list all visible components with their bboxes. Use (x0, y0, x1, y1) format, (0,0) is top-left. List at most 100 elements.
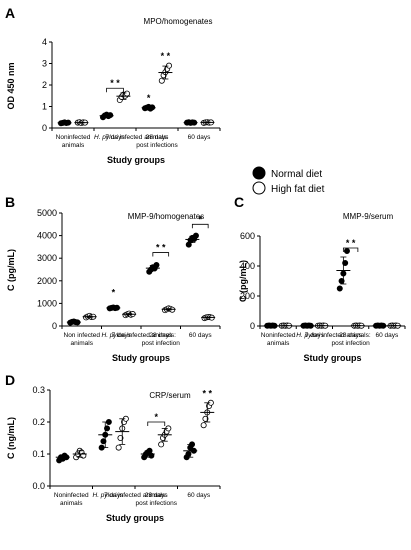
significance-stars: * (112, 287, 116, 297)
x-group-label: 7 days (104, 492, 124, 499)
x-group-label: animals (267, 340, 290, 347)
x-caption: H. pylori infected animals: (93, 492, 168, 499)
y-tick-label: 0 (250, 321, 255, 331)
significance-stars: * * (110, 78, 120, 88)
x-axis-label: Study groups (106, 513, 164, 523)
y-tick-label: 400 (240, 261, 255, 271)
legend-highfat-marker (252, 181, 266, 195)
y-tick-label: 2000 (37, 276, 57, 286)
x-group-label: 60 days (189, 332, 213, 339)
y-tick-label: 0.0 (32, 481, 45, 491)
data-point (336, 285, 343, 292)
data-point (158, 77, 165, 84)
x-group-label: 60 days (187, 492, 211, 499)
significance-bracket (152, 252, 170, 257)
x-axis-label: Study groups (304, 353, 362, 363)
y-tick-label: 1 (42, 102, 47, 112)
y-tick-label: 3 (42, 59, 47, 69)
x-axis-label: Study groups (112, 353, 170, 363)
data-point (124, 90, 131, 97)
panel-letter-a: A (5, 5, 15, 21)
data-point (202, 415, 209, 422)
x-group-label: animals (62, 142, 85, 149)
x-caption-line2: post infections (136, 142, 178, 149)
y-tick-label: 0 (52, 321, 57, 331)
data-point (165, 62, 172, 69)
x-group-label: 28 days (149, 332, 173, 339)
y-tick-label: 0.1 (32, 449, 45, 459)
data-point (107, 112, 114, 119)
panel-letter-b: B (5, 194, 15, 210)
data-point (117, 434, 124, 441)
y-tick-label: 600 (240, 231, 255, 241)
panel-letter-d: D (5, 372, 15, 388)
x-group-label: 7 days (305, 332, 325, 339)
data-point (342, 259, 349, 266)
significance-stars: * * (346, 238, 356, 248)
y-axis-label: C (pg/mL) (238, 260, 248, 302)
significance-stars: * * (202, 388, 212, 398)
chart-title: CRP/serum (149, 391, 191, 400)
data-point (343, 247, 350, 254)
y-tick-label: 0 (42, 123, 47, 133)
x-group-label: 28 days (145, 492, 169, 499)
significance-stars: * * (156, 243, 166, 253)
y-tick-label: 1000 (37, 298, 57, 308)
x-group-label: animals (71, 340, 94, 347)
x-caption-line2: post infection (331, 340, 370, 347)
chart-title: MPO/homogenates (144, 17, 213, 26)
y-tick-label: 4000 (37, 231, 57, 241)
panel-mpo-homogenates: MPO/homogenates 0 1 2 3 4 OD 450 nm Noninfected… (6, 17, 221, 165)
significance-stars: * * (161, 51, 171, 61)
y-tick-label: 0.3 (32, 385, 45, 395)
panel-mmp9-homogenates: MMP-9/homogenates 0 1000 2000 3000 4000 5000 C … (6, 208, 221, 363)
data-point (153, 261, 160, 268)
chart-title: MMP-9/homogenates (128, 212, 204, 221)
y-tick-label: 0.2 (32, 417, 45, 427)
x-group-label: 7 days (112, 332, 132, 339)
data-point (158, 441, 165, 448)
x-group-label: 28 days (146, 134, 170, 141)
y-axis-label: OD 450 nm (6, 62, 16, 109)
x-group-label: Noninfected (261, 332, 296, 339)
legend: Normal diet High fat diet (252, 166, 325, 195)
x-caption: H. pylori infected animals: (102, 332, 177, 339)
x-group-label: 60 days (375, 332, 399, 339)
y-tick-label: 3000 (37, 253, 57, 263)
y-axis-label: C (ng/mL) (6, 417, 16, 459)
x-caption-line2: post infection (142, 340, 181, 347)
x-group-label: Noninfected (56, 134, 91, 141)
y-tick-label: 4 (42, 37, 47, 47)
data-point (104, 425, 111, 432)
legend-normal-marker (252, 166, 266, 180)
x-group-label: Noninfected (54, 492, 89, 499)
data-point (100, 438, 107, 445)
legend-highfat-label: High fat diet (271, 184, 325, 195)
panel-mmp9-serum: MMP-9/serum 0 200 400 600 C (pg/mL) Noninfecte… (238, 212, 406, 363)
x-group-label: 28 days (339, 332, 363, 339)
x-axis-label: Study groups (107, 155, 165, 165)
data-point (200, 422, 207, 429)
x-group-label: 60 days (188, 134, 212, 141)
significance-bracket (342, 247, 359, 252)
panel-letter-c: C (234, 194, 244, 210)
significance-bracket (106, 87, 124, 93)
panel-crp-serum: CRP/serum 0.0 0.1 0.2 0.3 C (ng/mL) Noninfecte… (6, 385, 221, 523)
significance-stars: * (147, 93, 151, 103)
x-group-label: 7 days (105, 134, 125, 141)
x-caption: H. pylori infected animals: (296, 332, 371, 339)
y-tick-label: 200 (240, 291, 255, 301)
significance-stars: * (154, 412, 158, 422)
significance-bracket (147, 421, 166, 426)
data-point (192, 232, 199, 239)
x-group-label: Non infected (64, 332, 101, 339)
data-point (115, 444, 122, 451)
y-tick-label: 5000 (37, 208, 57, 218)
chart-title: MMP-9/serum (343, 212, 394, 221)
data-point (185, 450, 192, 457)
y-tick-label: 2 (42, 80, 47, 90)
legend-normal-label: Normal diet (271, 169, 322, 180)
y-axis-label: C (pg/mL) (6, 249, 16, 291)
significance-stars: * (198, 214, 202, 224)
